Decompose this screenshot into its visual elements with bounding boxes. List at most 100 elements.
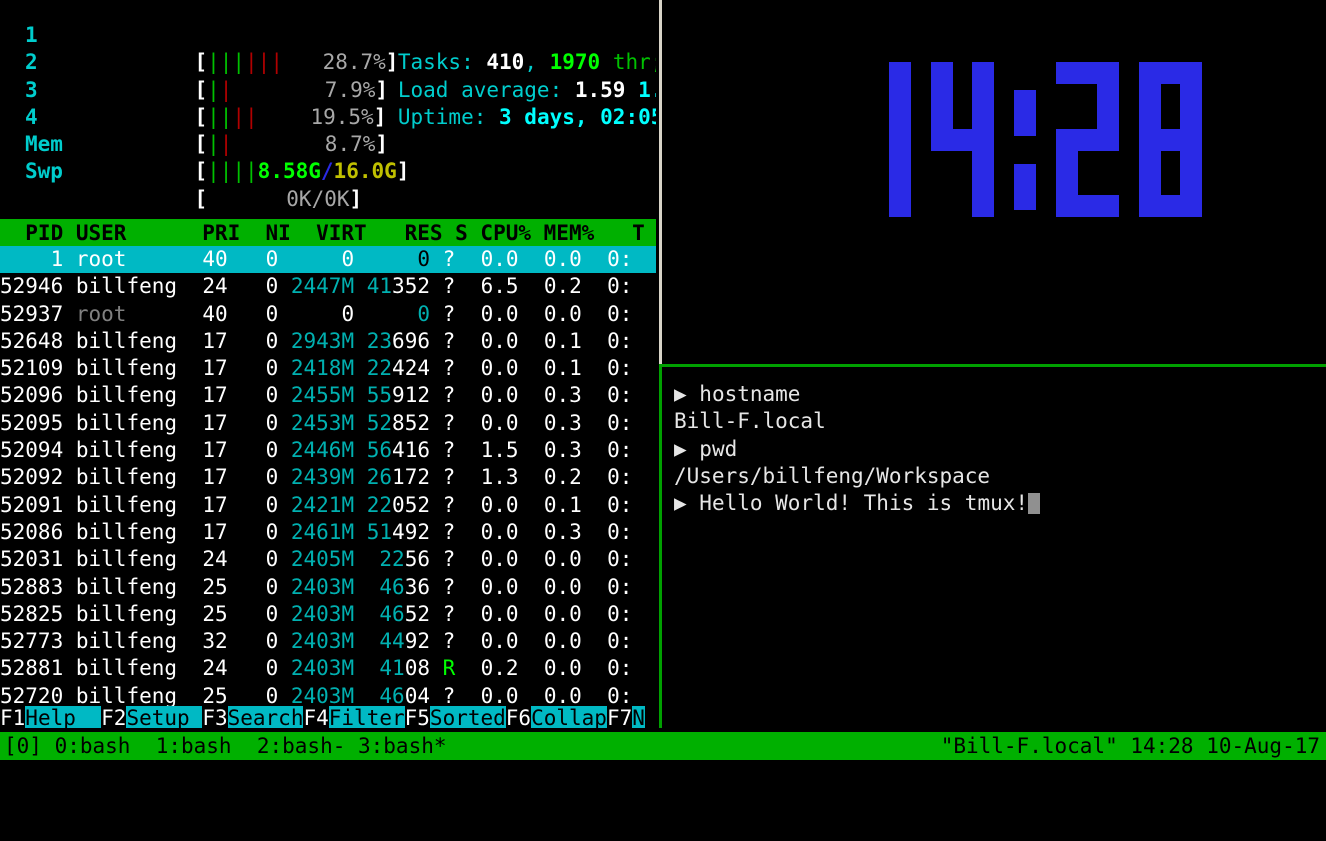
status-bar-right: "Bill-F.local" 14:28 10-Aug-17 xyxy=(940,734,1320,758)
function-key-f1-number[interactable]: F1 xyxy=(0,706,26,728)
cell-gap xyxy=(430,629,443,653)
process-table-header[interactable]: PID USER PRI NI VIRT RES S CPU% MEM% T xyxy=(0,219,656,247)
table-row[interactable]: 52092 billfeng 17 0 2439M 26172 ? 1.3 0.… xyxy=(0,464,656,491)
tmux-status-bar[interactable]: [0] 0:bash 1:bash 2:bash- 3:bash* "Bill-… xyxy=(0,732,1326,760)
table-row[interactable]: 52031 billfeng 24 0 2405M 2256 ? 0.0 0.0… xyxy=(0,546,656,573)
table-row[interactable]: 52094 billfeng 17 0 2446M 56416 ? 1.5 0.… xyxy=(0,437,656,464)
table-row[interactable]: 52091 billfeng 17 0 2421M 22052 ? 0.0 0.… xyxy=(0,492,656,519)
cell-virt: 0 xyxy=(290,301,355,326)
cell-cpu: 0.0 xyxy=(467,247,519,271)
table-row[interactable]: 52109 billfeng 17 0 2418M 22424 ? 0.0 0.… xyxy=(0,355,656,382)
cell-res: 04 xyxy=(404,683,430,708)
process-table-body[interactable]: 1 root 40 0 0 0 ? 0.0 0.0 0: 52946 billfe… xyxy=(0,246,656,710)
cell-pri: 17 xyxy=(202,519,228,544)
table-row[interactable]: 52881 billfeng 24 0 2403M 4108 R 0.2 0.0… xyxy=(0,655,656,682)
function-key-f6-number[interactable]: F6 xyxy=(505,706,532,728)
table-row[interactable]: 52937 root 40 0 0 0 ? 0.0 0.0 0: xyxy=(0,301,656,328)
cell-gap xyxy=(430,493,443,517)
pane-separator-vertical-active[interactable] xyxy=(659,0,662,364)
function-key-f4-label[interactable]: Filter xyxy=(328,706,405,728)
function-key-f6-label[interactable]: Collap xyxy=(531,706,607,728)
table-row[interactable]: 52773 billfeng 32 0 2403M 4492 ? 0.0 0.0… xyxy=(0,628,656,655)
cell-cpu: 0.0 xyxy=(467,356,519,381)
htop-function-key-bar[interactable]: F1Help F2Setup F3SearchF4FilterF5SortedF… xyxy=(0,705,656,728)
function-key-f5-number[interactable]: F5 xyxy=(404,706,430,728)
cell-res-lead: 46 xyxy=(379,574,405,599)
function-key-f2-label[interactable]: Setup xyxy=(126,706,203,728)
cell-mem: 0.3 xyxy=(531,410,582,435)
cell-cpu: 0.0 xyxy=(467,629,519,654)
cell-cpu: 0.0 xyxy=(467,410,519,435)
cell-virt: 2439M xyxy=(290,465,355,490)
cell-ni: 0 xyxy=(265,683,279,708)
table-row[interactable]: 52096 billfeng 17 0 2455M 55912 ? 0.0 0.… xyxy=(0,382,656,409)
cell-virt: 2403M xyxy=(290,683,355,708)
clock-colon xyxy=(1014,62,1036,217)
table-row[interactable]: 52946 billfeng 24 0 2447M 41352 ? 6.5 0.… xyxy=(0,273,656,300)
cell-gap xyxy=(63,356,76,380)
cell-gap xyxy=(430,356,443,380)
cell-gap xyxy=(519,329,532,353)
cell-mem: 0.3 xyxy=(531,519,582,544)
cell-gap xyxy=(278,302,291,326)
table-row[interactable]: 52883 billfeng 25 0 2403M 4636 ? 0.0 0.0… xyxy=(0,574,656,601)
cell-pid: 52031 xyxy=(0,547,64,572)
cell-mem: 0.3 xyxy=(531,383,582,408)
function-key-f5-label[interactable]: Sorted xyxy=(429,706,506,728)
function-key-f3-number[interactable]: F3 xyxy=(202,706,228,728)
table-row[interactable]: 52095 billfeng 17 0 2453M 52852 ? 0.0 0.… xyxy=(0,410,656,437)
function-key-f7-label[interactable]: N xyxy=(632,706,645,728)
cell-res: 696 xyxy=(392,328,430,353)
text-cursor[interactable] xyxy=(1028,493,1041,515)
cell-gap xyxy=(430,329,443,353)
cell-user: billfeng xyxy=(75,328,178,353)
cell-pri: 24 xyxy=(202,656,228,681)
cpu-4-red: | xyxy=(219,132,233,157)
cell-gap xyxy=(455,629,468,653)
function-key-f1-label[interactable]: Help xyxy=(25,706,102,728)
cell-gap xyxy=(177,575,202,599)
cell-state: ? xyxy=(442,492,456,517)
cell-gap xyxy=(354,656,367,680)
load-5min: 1.74 xyxy=(638,77,656,102)
pane-separator-horizontal[interactable] xyxy=(662,364,1326,367)
cell-gap xyxy=(582,629,607,653)
table-row[interactable]: 52648 billfeng 17 0 2943M 23696 ? 0.0 0.… xyxy=(0,328,656,355)
cpu-4-gauge: [|| 8.7%] xyxy=(194,132,389,157)
pane-clock[interactable] xyxy=(666,0,1326,363)
cell-gap xyxy=(519,575,532,599)
prompt-arrow-icon: ▶ xyxy=(674,491,700,516)
clock-segment-e xyxy=(1139,128,1161,217)
table-row[interactable]: 52720 billfeng 25 0 2403M 4604 ? 0.0 0.0… xyxy=(0,683,656,710)
cell-gap xyxy=(228,520,266,544)
cell-gap xyxy=(519,602,532,626)
cell-gap xyxy=(177,602,202,626)
table-row[interactable]: 52086 billfeng 17 0 2461M 51492 ? 0.0 0.… xyxy=(0,519,656,546)
cell-res-lead: 46 xyxy=(379,683,405,708)
cell-gap xyxy=(228,547,266,571)
cell-ni: 0 xyxy=(265,492,279,517)
pane-separator-vertical[interactable] xyxy=(659,364,662,728)
cell-mem: 0.0 xyxy=(531,656,582,681)
cell-gap xyxy=(354,602,367,626)
cell-pid: 52092 xyxy=(0,465,64,490)
cell-pid: 52648 xyxy=(0,328,64,353)
pane-htop[interactable]: 1 [|||||| 28.7%] 2 [|| 7.9%] 3 [|||| 19.5%]… xyxy=(0,0,656,728)
pane-shell[interactable]: ▶ hostname Bill-F.local ▶ pwd/Users/billfe… xyxy=(666,369,1326,728)
cell-gap xyxy=(455,438,468,462)
cell-cpu: 0.0 xyxy=(467,328,519,353)
cell-pri: 17 xyxy=(202,410,228,435)
cell-mem: 0.2 xyxy=(531,465,582,490)
table-row[interactable]: 52825 billfeng 25 0 2403M 4652 ? 0.0 0.0… xyxy=(0,601,656,628)
function-key-f4-number[interactable]: F4 xyxy=(303,706,329,728)
table-row[interactable]: 1 root 40 0 0 0 ? 0.0 0.0 0: xyxy=(0,246,656,274)
status-bar-left[interactable]: [0] 0:bash 1:bash 2:bash- 3:bash* xyxy=(4,734,447,758)
function-key-f2-number[interactable]: F2 xyxy=(101,706,127,728)
cell-gap xyxy=(519,247,532,271)
cell-user: billfeng xyxy=(75,547,178,572)
function-key-f7-number[interactable]: F7 xyxy=(606,706,633,728)
cell-gap xyxy=(63,329,76,353)
cell-gap xyxy=(519,465,532,489)
cell-gap xyxy=(354,493,367,517)
function-key-f3-label[interactable]: Search xyxy=(227,706,304,728)
